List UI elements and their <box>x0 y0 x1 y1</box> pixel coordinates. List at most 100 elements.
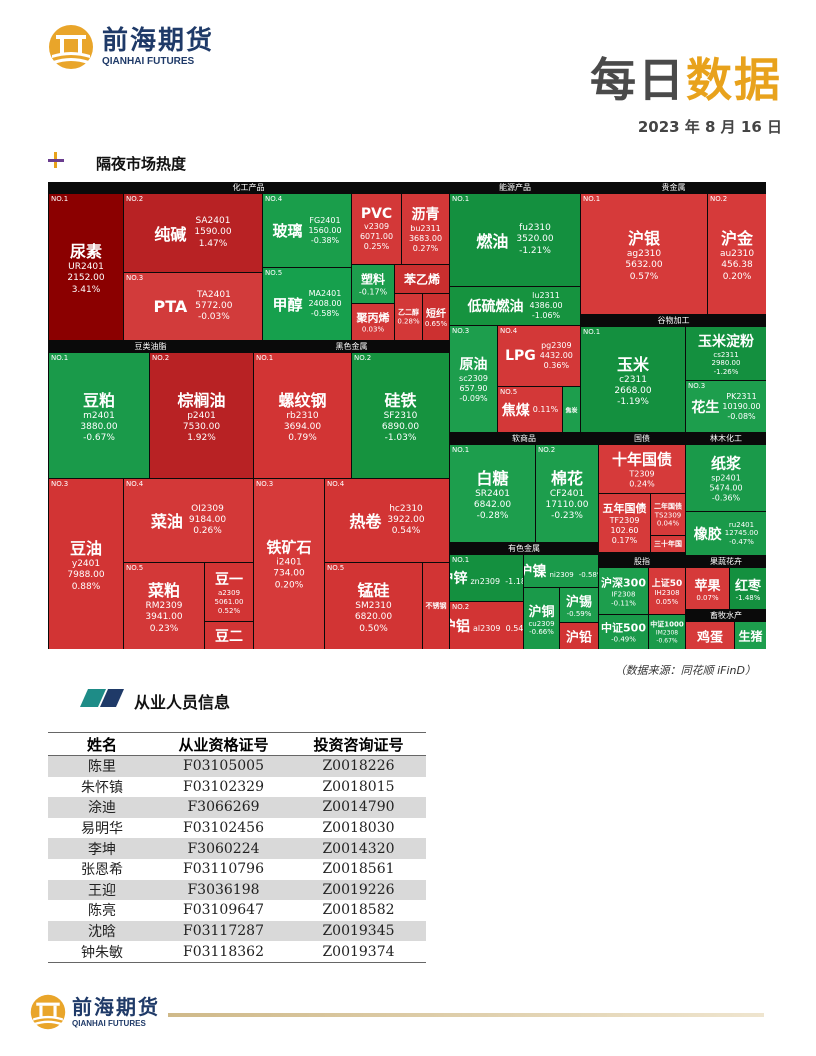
consulting-no: Z0018030 <box>322 820 395 837</box>
heatmap-tile-jujube: 红枣 -1.48% <box>730 568 766 609</box>
heatmap-tile-soybean-oil: NO.3 豆油 y2401 7988.00 0.88% <box>49 479 123 649</box>
staff-name: 涂迪 <box>48 797 156 818</box>
table-row: 李坤 F3060224 Z0014320 <box>48 838 426 859</box>
staff-name: 李坤 <box>48 838 156 859</box>
consulting-no: Z0018015 <box>322 778 395 795</box>
heatmap-tile-apple: 苹果 0.07% <box>686 568 729 609</box>
heatmap-tile-urea: NO.1 尿素 UR2401 2152.00 3.41% <box>49 194 123 340</box>
heatmap-tile-tin: 沪锡 -0.59% <box>560 588 598 622</box>
heatmap-tile-peanut: NO.3 花生 PK2311 10190.00 -0.08% <box>686 381 766 432</box>
staff-name: 王迎 <box>48 879 156 901</box>
group-header: 化工产品 <box>232 183 265 192</box>
heatmap-tile-staple-fiber: 短纤 0.65% <box>423 294 449 340</box>
group-header: 贵金属 <box>661 183 686 192</box>
heatmap-tile-crude-oil: NO.3 原油 sc2309 657.90 -0.09% <box>450 326 497 432</box>
heatmap-tile-rebar: NO.1 螺纹钢 rb2310 3694.00 0.79% <box>254 353 351 478</box>
consulting-no: Z0019226 <box>291 879 426 901</box>
heatmap-tile-30y-bond: 三十年国 <box>651 536 685 552</box>
heatmap-tile-glass: NO.4 玻璃 FG2401 1560.00 -0.38% <box>263 194 351 267</box>
heatmap-tile-csi300: 沪深300 IF2308 -0.11% <box>599 568 648 614</box>
qualification-no: F03105005 <box>156 755 291 777</box>
logo-cn-text: 前海期货 <box>102 26 215 56</box>
group-header: 谷物加工 <box>657 316 690 325</box>
heatmap-tile-lead: 沪铅 <box>560 623 598 649</box>
heatmap-tile-pulp: 纸浆 sp2401 5474.00 -0.36% <box>686 445 766 511</box>
heatmap-tile-plastic: 塑料 -0.17% <box>352 265 394 303</box>
heatmap-tile-5y-bond: 五年国债 TF2309 102.60 0.17% <box>599 494 650 552</box>
table-row: 朱怀镇 F03102329 Z0018015 <box>48 777 426 798</box>
footer-logo-mark-icon <box>30 994 66 1030</box>
heatmap-tile-silicomanganese: NO.5 锰硅 SM2310 6820.00 0.50% <box>325 563 422 649</box>
heatmap-tile-ferrosilicon: NO.2 硅铁 SF2310 6890.00 -1.03% <box>352 353 449 478</box>
footer-divider <box>168 1013 764 1017</box>
footer-logo-en-text: QIANHAI FUTURES <box>72 1019 146 1028</box>
table-row: 涂迪 F3066269 Z0014790 <box>48 797 426 818</box>
qualification-no: F03117287 <box>156 920 291 942</box>
consulting-no: Z0019374 <box>291 941 426 963</box>
group-header: 国债 <box>634 434 650 443</box>
staff-name: 张恩希 <box>81 862 123 879</box>
page-title-part2: 数据 <box>686 53 782 107</box>
col-header-qualification: 从业资格证号 <box>156 732 291 756</box>
heatmap-tile-rubber: 橡胶 ru2401 12745.00 -0.47% <box>686 512 766 555</box>
col-header-name: 姓名 <box>48 732 156 756</box>
staff-name: 沈晗 <box>48 920 156 942</box>
qualification-no: F03118362 <box>156 941 291 963</box>
heatmap-tile-coking-coal: NO.5 焦煤 0.11% <box>498 387 562 432</box>
page-title-part1: 每日 <box>590 53 686 107</box>
section1-bullet-icon <box>48 152 64 168</box>
heatmap-tile-low-sulfur-fuel: 低硫燃油 lu2311 4386.00 -1.06% <box>450 287 580 325</box>
logo-en-text: QIANHAI FUTURES <box>102 56 195 67</box>
header-logo: 前海期货 QIANHAI FUTURES <box>48 24 214 70</box>
heatmap-tile-csi500: 中证500 -0.49% <box>599 615 648 649</box>
col-header-consulting: 投资咨询证号 <box>291 732 426 756</box>
consulting-no: Z0014320 <box>291 838 426 859</box>
group-header: 畜牧水产 <box>710 611 742 620</box>
table-row: 王迎 F3036198 Z0019226 <box>48 879 426 901</box>
heatmap-tile-rapeseed-meal: NO.5 菜粕 RM2309 3941.00 0.23% <box>124 563 204 649</box>
staff-name: 朱怀镇 <box>81 779 123 796</box>
table-row: 陈里 F03105005 Z0018226 <box>48 755 426 777</box>
table-header-row: 姓名 从业资格证号 投资咨询证号 <box>48 732 426 756</box>
qualification-no: F3060224 <box>156 838 291 859</box>
heatmap-tile-corn: NO.1 玉米 c2311 2668.00 -1.19% <box>581 327 685 432</box>
group-header: 软商品 <box>512 434 536 443</box>
heatmap-tile-pta: NO.3 PTA TA2401 5772.00 -0.03% <box>124 273 262 340</box>
consulting-no: Z0018226 <box>291 755 426 777</box>
heatmap-tile-aluminum: NO.2 沪铝 al2309 0.54% <box>450 602 523 649</box>
consulting-no: Z0019345 <box>291 920 426 942</box>
heatmap-tile-stainless: 不锈钢 <box>423 563 449 649</box>
heatmap-tile-palm-oil: NO.2 棕榈油 p2401 7530.00 1.92% <box>150 353 253 478</box>
heatmap-tile-egg: 鸡蛋 <box>686 622 734 649</box>
data-source-note: （数据来源：同花顺 iFinD） <box>614 664 756 677</box>
logo-mark-icon <box>48 24 94 70</box>
heatmap-tile-soybean-1: 豆一 a2309 5061.00 0.52% <box>205 563 253 621</box>
section2-title: 从业人员信息 <box>134 693 231 712</box>
group-header: 股指 <box>634 557 650 566</box>
group-header: 有色金属 <box>508 544 540 553</box>
heatmap-tile-rapeseed-oil: NO.4 菜油 OI2309 9184.00 0.26% <box>124 479 253 562</box>
staff-name: 钟朱敏 <box>48 941 156 963</box>
staff-name: 陈亮 <box>88 903 116 920</box>
qualification-no: F03102329 <box>183 778 264 795</box>
heatmap-tile-hot-coil: NO.4 热卷 hc2310 3922.00 0.54% <box>325 479 449 562</box>
heatmap-tile-ethylene-glycol: 乙二醇 0.28% <box>395 294 422 340</box>
heatmap-tile-fuel-oil: NO.1 燃油 fu2310 3520.00 -1.21% <box>450 194 580 286</box>
heatmap-tile-nickel: 沪镍 ni2309 -0.58% <box>524 555 598 587</box>
heatmap-tile-methanol: NO.5 甲醇 MA2401 2408.00 -0.58% <box>263 268 351 340</box>
table-row: 张恩希 F03110796 Z0018561 <box>48 859 426 880</box>
consulting-no: Z0018582 <box>322 902 395 919</box>
staff-table: 姓名 从业资格证号 投资咨询证号 陈里 F03105005 Z0018226 朱怀镇… <box>48 732 426 963</box>
heatmap-tile-csi1000: 中证1000 IM2308 -0.67% <box>649 615 685 649</box>
staff-name: 易明华 <box>81 821 123 838</box>
heatmap-tile-bitumen: 沥青 bu2311 3683.00 0.27% <box>402 194 449 264</box>
heatmap-tile-copper: 沪铜 cu2309 -0.66% <box>524 588 559 649</box>
qualification-no: F3036198 <box>156 879 291 901</box>
heatmap-tile-soda-ash: NO.2 纯碱 SA2401 1590.00 1.47% <box>124 194 262 272</box>
group-header: 果蔬花卉 <box>710 557 742 566</box>
table-row: 沈晗 F03117287 Z0019345 <box>48 920 426 942</box>
group-header: 豆类油脂 <box>134 342 167 351</box>
qualification-no: F3066269 <box>156 797 291 818</box>
heatmap-tile-zinc: NO.1 沪锌 zn2309 -1.18% <box>450 555 523 601</box>
report-date: 2023 年 8 月 16 日 <box>637 118 782 136</box>
